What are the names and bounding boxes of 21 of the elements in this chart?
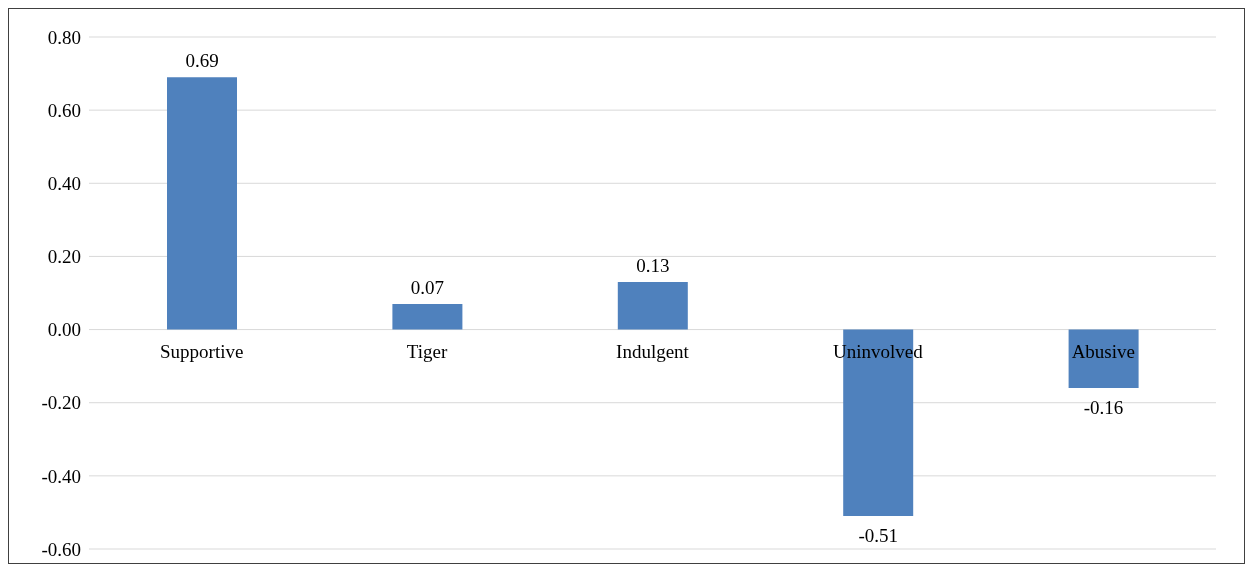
bar <box>617 282 688 330</box>
data-label: -0.51 <box>858 525 898 547</box>
y-tick-label: -0.40 <box>41 465 81 487</box>
y-tick-label: -0.60 <box>41 538 81 560</box>
bar <box>1068 329 1139 389</box>
y-tick-label: 0.40 <box>47 173 81 195</box>
y-tick-label: 0.00 <box>47 319 81 341</box>
data-label: -0.16 <box>1083 397 1124 419</box>
x-tick-label: Tiger <box>406 340 449 362</box>
y-tick-label: -0.20 <box>41 392 81 414</box>
y-tick-label: 0.80 <box>47 26 81 48</box>
x-tick-label: Supportive <box>160 340 244 362</box>
data-label: 0.07 <box>410 276 445 298</box>
data-label: 0.13 <box>636 255 670 277</box>
x-tick-label: Abusive <box>1071 340 1135 362</box>
y-tick-label: 0.60 <box>47 99 81 121</box>
data-label: 0.69 <box>185 50 219 72</box>
y-tick-label: 0.20 <box>47 246 81 268</box>
bar <box>167 77 237 330</box>
bar <box>392 303 463 330</box>
x-tick-label: Indulgent <box>616 340 690 362</box>
